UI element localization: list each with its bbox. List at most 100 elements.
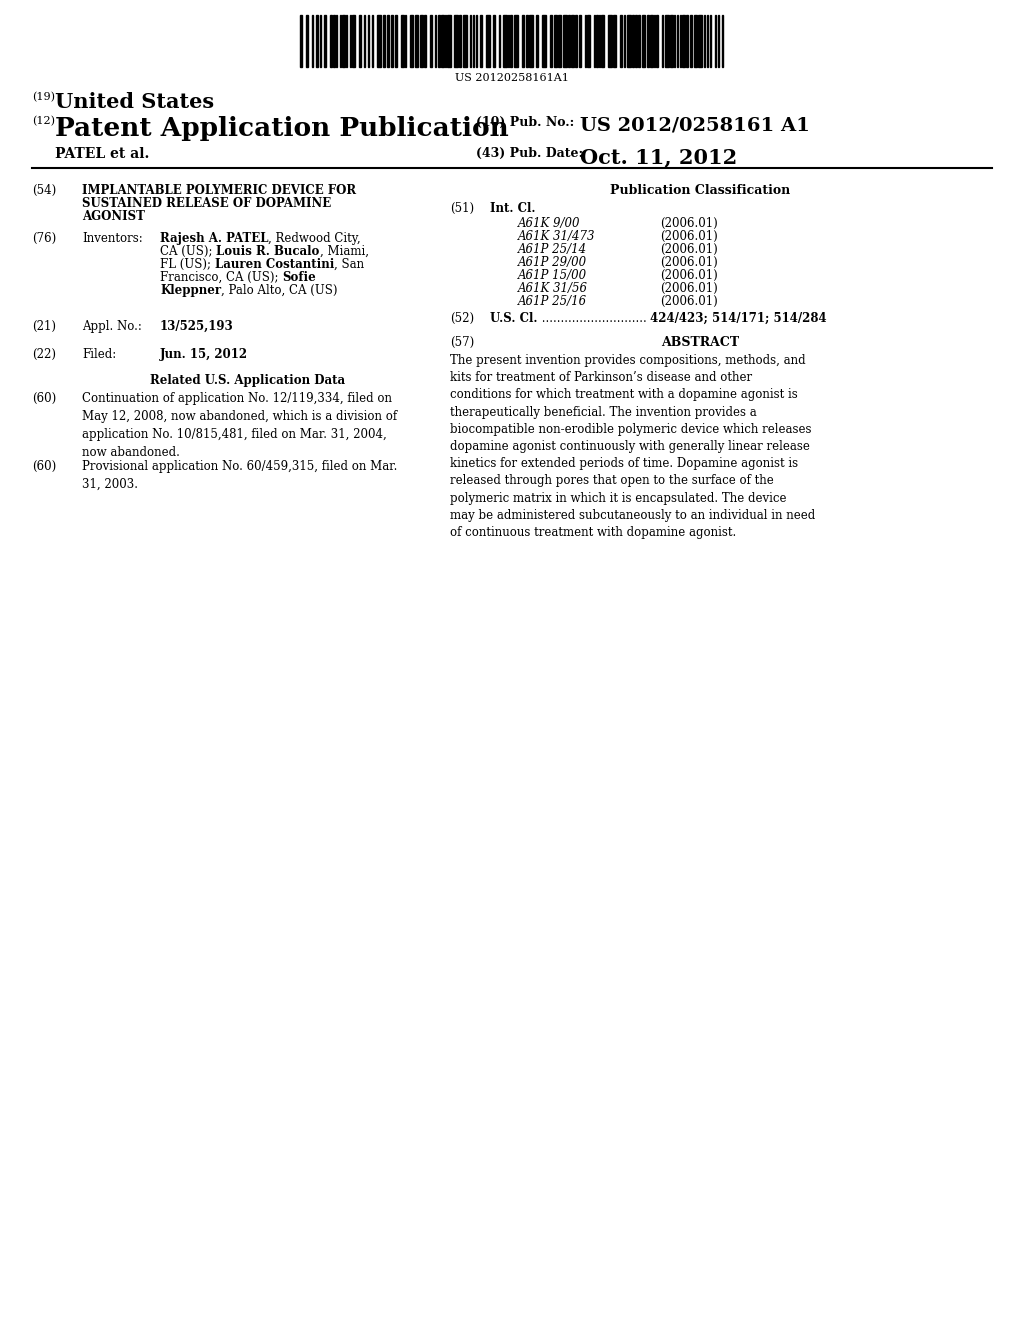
Bar <box>377 15 381 67</box>
Bar <box>305 15 308 67</box>
Text: AGONIST: AGONIST <box>82 210 144 223</box>
Bar <box>514 15 518 67</box>
Bar <box>677 15 678 67</box>
Text: Lauren Costantini: Lauren Costantini <box>215 257 334 271</box>
Bar <box>601 15 603 67</box>
Bar <box>624 15 625 67</box>
Bar <box>358 15 361 67</box>
Bar <box>333 15 335 67</box>
Text: (2006.01): (2006.01) <box>660 230 718 243</box>
Text: Related U.S. Application Data: Related U.S. Application Data <box>150 374 345 387</box>
Text: Francisco, CA (US);: Francisco, CA (US); <box>160 271 283 284</box>
Bar <box>486 15 490 67</box>
Text: Continuation of application No. 12/119,334, filed on
May 12, 2008, now abandoned: Continuation of application No. 12/119,3… <box>82 392 397 459</box>
Bar <box>554 15 556 67</box>
Bar <box>394 15 397 67</box>
Text: (76): (76) <box>32 232 56 246</box>
Bar <box>620 15 622 67</box>
Bar <box>613 15 615 67</box>
Text: SUSTAINED RELEASE OF DOPAMINE: SUSTAINED RELEASE OF DOPAMINE <box>82 197 331 210</box>
Bar <box>475 15 477 67</box>
Bar <box>587 15 590 67</box>
Text: Kleppner: Kleppner <box>160 284 221 297</box>
Bar <box>441 15 443 67</box>
Bar <box>364 15 365 67</box>
Bar <box>469 15 471 67</box>
Text: (2006.01): (2006.01) <box>660 294 718 308</box>
Text: , Redwood City,: , Redwood City, <box>268 232 361 246</box>
Text: FL (US);: FL (US); <box>160 257 215 271</box>
Bar <box>674 15 675 67</box>
Text: Sofie: Sofie <box>283 271 316 284</box>
Bar <box>526 15 527 67</box>
Bar <box>703 15 705 67</box>
Bar <box>352 15 354 67</box>
Bar <box>632 15 634 67</box>
Bar <box>429 15 432 67</box>
Text: A61P 15/00: A61P 15/00 <box>518 269 587 282</box>
Text: , Miami,: , Miami, <box>319 246 369 257</box>
Text: A61K 31/473: A61K 31/473 <box>518 230 596 243</box>
Text: Jun. 15, 2012: Jun. 15, 2012 <box>160 348 248 360</box>
Text: (51): (51) <box>450 202 474 215</box>
Bar <box>650 15 652 67</box>
Bar <box>558 15 560 67</box>
Bar <box>503 15 507 67</box>
Bar <box>342 15 344 67</box>
Text: U.S. Cl.: U.S. Cl. <box>490 312 538 325</box>
Text: A61K 31/56: A61K 31/56 <box>518 282 588 294</box>
Bar <box>627 15 631 67</box>
Bar <box>390 15 393 67</box>
Bar <box>330 15 332 67</box>
Bar <box>670 15 673 67</box>
Bar <box>647 15 648 67</box>
Bar <box>438 15 439 67</box>
Text: (2006.01): (2006.01) <box>660 269 718 282</box>
Text: US 20120258161A1: US 20120258161A1 <box>455 73 569 83</box>
Bar <box>579 15 581 67</box>
Bar <box>345 15 347 67</box>
Bar <box>550 15 552 67</box>
Text: PATEL et al.: PATEL et al. <box>55 147 150 161</box>
Text: Filed:: Filed: <box>82 348 117 360</box>
Text: Patent Application Publication: Patent Application Publication <box>55 116 509 141</box>
Bar <box>542 15 546 67</box>
Text: Appl. No.:: Appl. No.: <box>82 319 142 333</box>
Bar <box>420 15 423 67</box>
Text: (43) Pub. Date:: (43) Pub. Date: <box>476 147 583 160</box>
Bar <box>368 15 369 67</box>
Text: 13/525,193: 13/525,193 <box>160 319 233 333</box>
Bar <box>415 15 418 67</box>
Text: (2006.01): (2006.01) <box>660 216 718 230</box>
Text: Provisional application No. 60/459,315, filed on Mar.
31, 2003.: Provisional application No. 60/459,315, … <box>82 459 397 491</box>
Bar <box>508 15 509 67</box>
Bar <box>472 15 474 67</box>
Bar <box>300 15 301 67</box>
Bar <box>665 15 669 67</box>
Text: A61P 29/00: A61P 29/00 <box>518 256 587 269</box>
Text: Int. Cl.: Int. Cl. <box>490 202 536 215</box>
Bar <box>698 15 702 67</box>
Text: (12): (12) <box>32 116 55 127</box>
Bar <box>690 15 691 67</box>
Text: (57): (57) <box>450 337 474 348</box>
Bar <box>372 15 373 67</box>
Text: United States: United States <box>55 92 214 112</box>
Text: (2006.01): (2006.01) <box>660 282 718 294</box>
Bar <box>459 15 461 67</box>
Bar <box>607 15 611 67</box>
Bar <box>682 15 684 67</box>
Text: IMPLANTABLE POLYMERIC DEVICE FOR: IMPLANTABLE POLYMERIC DEVICE FOR <box>82 183 356 197</box>
Bar <box>401 15 403 67</box>
Bar <box>315 15 318 67</box>
Text: Rajesh A. PATEL: Rajesh A. PATEL <box>160 232 268 246</box>
Bar <box>424 15 426 67</box>
Text: Inventors:: Inventors: <box>82 232 142 246</box>
Bar <box>386 15 389 67</box>
Bar <box>479 15 482 67</box>
Bar <box>404 15 406 67</box>
Text: , San: , San <box>334 257 365 271</box>
Text: (52): (52) <box>450 312 474 325</box>
Bar <box>694 15 696 67</box>
Bar <box>319 15 321 67</box>
